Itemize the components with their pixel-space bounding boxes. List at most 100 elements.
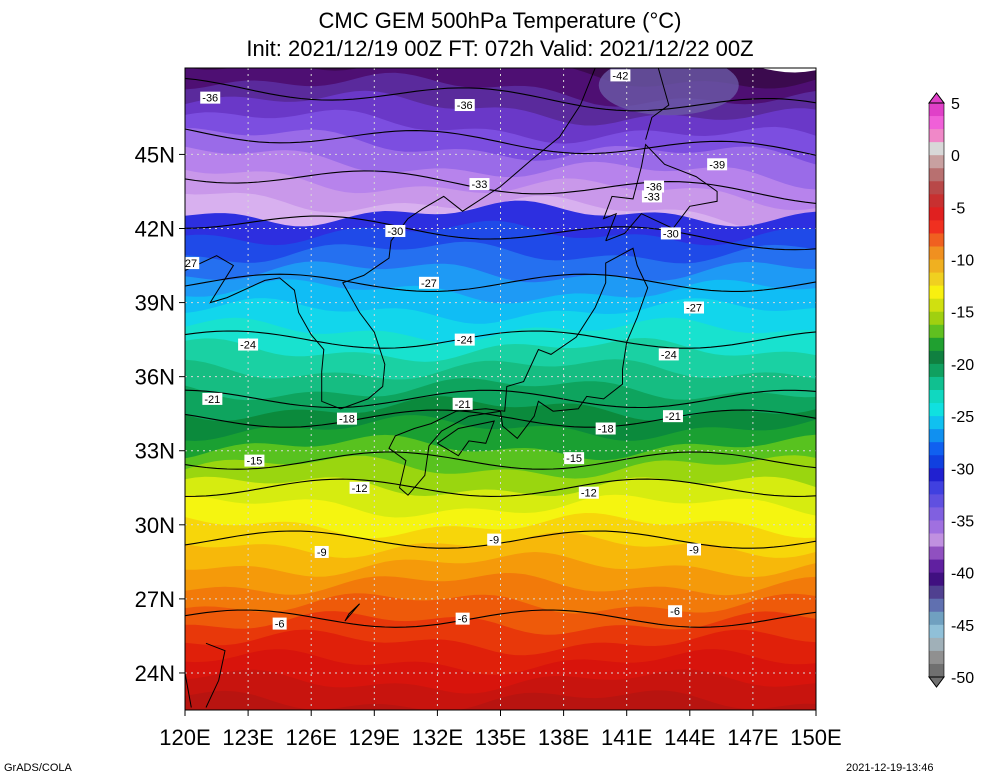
contour-line bbox=[185, 409, 816, 428]
colorbar-swatch bbox=[929, 142, 944, 156]
y-tick-label: 45N bbox=[135, 142, 175, 167]
contour-label: -27 bbox=[686, 303, 702, 315]
contour-label: -21 bbox=[455, 399, 471, 411]
colorbar-label: -10 bbox=[951, 253, 974, 270]
colorbar-label: 5 bbox=[951, 96, 960, 113]
contour-label-bg bbox=[185, 257, 200, 270]
x-tick-label: 144E bbox=[664, 725, 715, 750]
colorbar-swatch bbox=[929, 624, 944, 639]
contour-label: -39 bbox=[709, 159, 725, 171]
colorbar: 5 0 -5 -10 -15 -20 -25 -30 -35 -40 -45 -50 bbox=[928, 92, 974, 688]
colorbar-swatch bbox=[929, 390, 944, 404]
contour-label-bg bbox=[244, 454, 265, 467]
colorbar-swatch bbox=[929, 533, 944, 548]
colorbar-swatch bbox=[929, 481, 944, 495]
colorbar-swatch bbox=[929, 181, 944, 195]
temperature-band bbox=[185, 690, 816, 710]
colorbar-swatch bbox=[929, 376, 944, 391]
temperature-band bbox=[185, 649, 816, 696]
contour-label: -24 bbox=[240, 340, 256, 352]
contour-label-bg bbox=[349, 481, 370, 494]
x-tick-label: 129E bbox=[349, 725, 400, 750]
contour-label: -27 bbox=[181, 258, 197, 270]
contour-label: -21 bbox=[665, 411, 681, 423]
contour-label-bg bbox=[687, 543, 702, 556]
colorbar-label: 0 bbox=[951, 148, 960, 165]
colorbar-swatch bbox=[929, 520, 944, 535]
contour-label: -15 bbox=[566, 453, 582, 465]
contour-line bbox=[185, 389, 816, 409]
colorbar-swatch bbox=[929, 337, 944, 352]
y-tick-label: 39N bbox=[135, 291, 175, 316]
contour-label-bg bbox=[200, 91, 221, 104]
chart-subtitle: Init: 2021/12/19 00Z FT: 072h Valid: 202… bbox=[246, 36, 754, 61]
contour-label: -9 bbox=[689, 545, 699, 557]
contour-label-bg bbox=[595, 422, 616, 435]
temperature-band bbox=[185, 396, 816, 443]
colorbar-swatch bbox=[929, 494, 944, 509]
colorbar-bottom-arrow bbox=[928, 676, 945, 688]
contour-line bbox=[185, 128, 816, 156]
cold-core bbox=[598, 68, 739, 116]
temperature-band bbox=[185, 241, 816, 285]
temperature-band bbox=[185, 573, 816, 616]
colorbar-swatch bbox=[929, 416, 944, 430]
contour-label: -36 bbox=[457, 100, 473, 112]
colorbar-swatch bbox=[929, 116, 944, 130]
contour-label: -36 bbox=[202, 93, 218, 105]
contour-label-bg bbox=[658, 348, 679, 361]
colorbar-swatch bbox=[929, 429, 944, 443]
contour-label-bg bbox=[336, 412, 357, 425]
contour-label-bg bbox=[660, 227, 681, 240]
contour-label: -12 bbox=[581, 488, 597, 500]
contour-label-bg bbox=[684, 301, 705, 314]
contour-label-bg bbox=[385, 224, 406, 237]
contour-line bbox=[185, 609, 816, 628]
contour-label-bg bbox=[272, 617, 287, 630]
contour-label: -33 bbox=[472, 179, 488, 191]
colorbar-top-arrow bbox=[928, 92, 945, 104]
contour-label: -12 bbox=[352, 483, 368, 495]
coastline bbox=[185, 672, 192, 708]
temperature-band bbox=[185, 494, 816, 541]
colorbar-swatch bbox=[929, 155, 944, 169]
coastline bbox=[205, 642, 226, 708]
colorbar-label: -40 bbox=[951, 566, 974, 583]
colorbar-swatch bbox=[929, 285, 944, 300]
coastline bbox=[185, 68, 596, 410]
colorbar-swatch bbox=[929, 663, 944, 678]
colorbar-swatch bbox=[929, 585, 944, 600]
footer-timestamp: 2021-12-19-13:46 bbox=[846, 762, 934, 774]
coastline bbox=[645, 68, 670, 140]
chart-title: CMC GEM 500hPa Temperature (°C) bbox=[318, 8, 682, 33]
contour-label-bg bbox=[454, 333, 475, 346]
x-tick-label: 141E bbox=[601, 725, 652, 750]
temperature-band bbox=[185, 200, 816, 248]
colorbar-swatch bbox=[929, 442, 944, 456]
plot-area: -36-36-42-39-33 -36-33-30 -30-27-27-27-24-… bbox=[181, 68, 816, 710]
y-tick-label: 33N bbox=[135, 439, 175, 464]
temperature-band bbox=[185, 317, 816, 364]
temperature-band bbox=[185, 434, 816, 481]
contour-label-bg bbox=[668, 605, 683, 618]
contour-label-bg bbox=[452, 397, 473, 410]
colorbar-label: -50 bbox=[951, 670, 974, 687]
contour-line bbox=[185, 273, 816, 292]
temperature-band bbox=[185, 146, 816, 213]
colorbar-label: -5 bbox=[951, 200, 965, 217]
x-tick-label: 135E bbox=[475, 725, 526, 750]
temperature-band bbox=[185, 629, 816, 677]
contour-label: -18 bbox=[339, 414, 355, 426]
contour-label: -27 bbox=[421, 278, 437, 290]
contour-label: -42 bbox=[612, 70, 628, 82]
colorbar-swatch bbox=[929, 403, 944, 417]
colorbar-frame bbox=[928, 102, 945, 678]
colorbar-label: -45 bbox=[951, 618, 974, 635]
colorbar-swatch bbox=[929, 363, 944, 378]
contour-label-bg bbox=[707, 158, 728, 171]
contour-label-bg bbox=[564, 452, 585, 465]
contour-label-bg bbox=[578, 486, 599, 499]
coastline bbox=[437, 420, 495, 457]
colorbar-swatch bbox=[929, 572, 944, 587]
footer-left: GrADS/COLA bbox=[4, 762, 72, 774]
